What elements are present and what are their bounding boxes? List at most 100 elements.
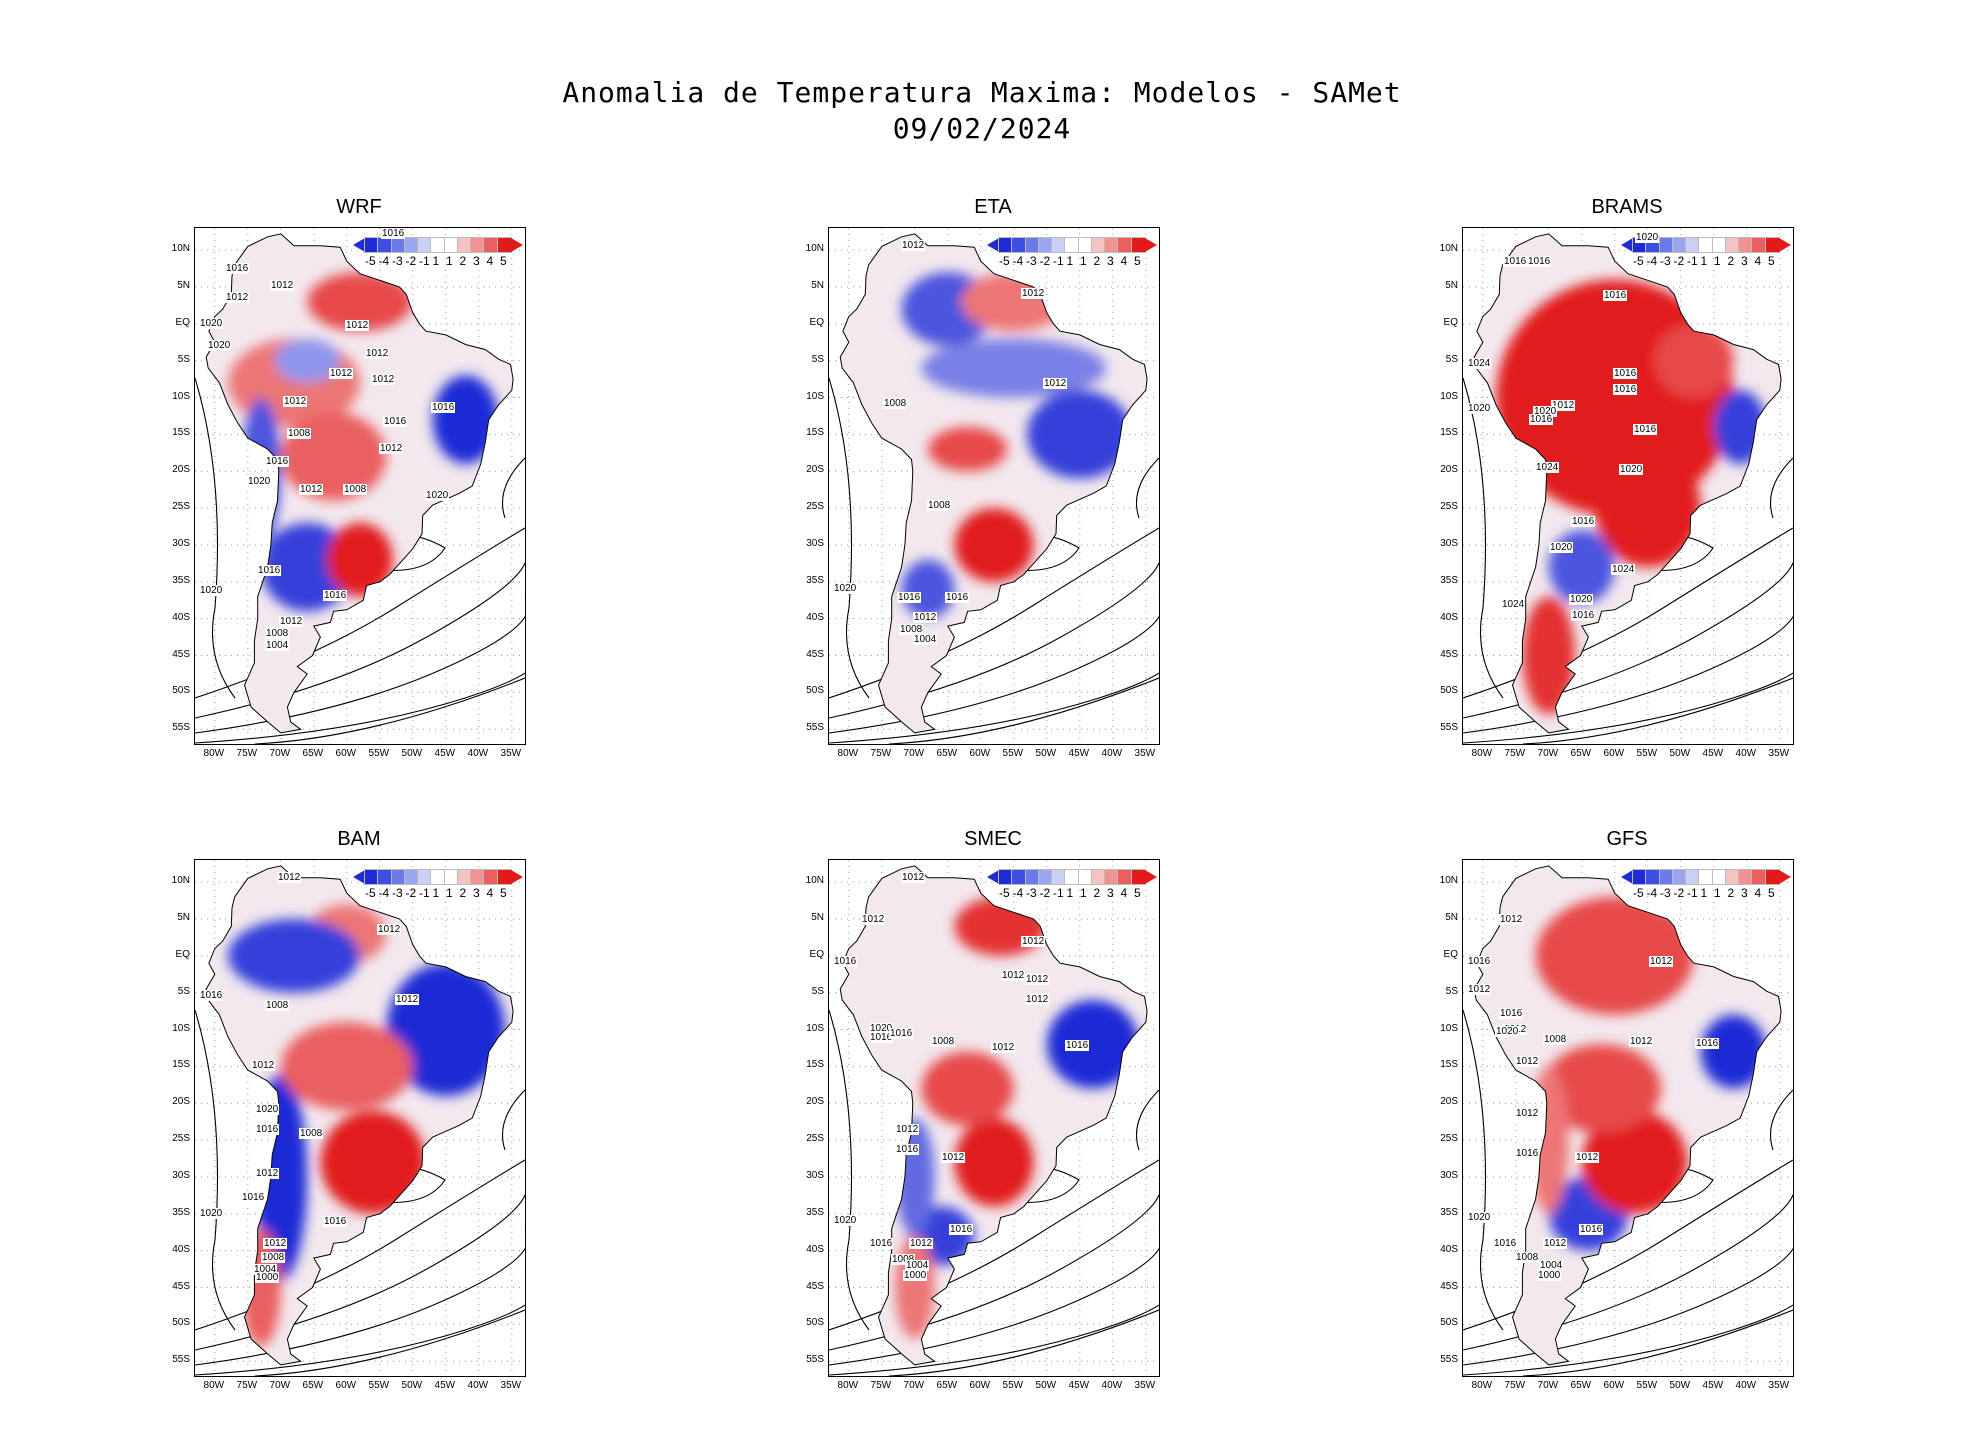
isobar-label: 1016 xyxy=(1529,414,1554,425)
isobar-label: 1024 xyxy=(1611,564,1636,575)
isobar-label: 1008 xyxy=(1515,1252,1540,1263)
longitude-tick-label: 60W xyxy=(1603,748,1625,759)
colorbar-legend: -5 -4 -3 -2 -1 1 1 2 3 4 5 xyxy=(353,869,523,904)
colorbar-swatch xyxy=(417,237,433,253)
isobar-label: 1004 xyxy=(265,640,290,651)
latitude-tick-label: 25S xyxy=(806,501,824,513)
isobar-line xyxy=(195,377,236,699)
latitude-tick-label: 45S xyxy=(172,1280,190,1292)
colorbar-tick-label: -3 xyxy=(1026,254,1037,268)
isobar-label: 1012 xyxy=(895,1124,920,1135)
isobar-label: 1008 xyxy=(931,1036,956,1047)
panel-title: WRF xyxy=(336,196,382,218)
colorbar-labels: -5 -4 -3 -2 -1 1 1 2 3 4 5 xyxy=(365,254,515,268)
latitude-tick-label: 5S xyxy=(177,353,190,365)
isobar-label: 1012 xyxy=(1649,956,1674,967)
latitude-tick-label: 5N xyxy=(1445,911,1458,923)
longitude-tick-label: 60W xyxy=(969,1380,991,1391)
colorbar-tick-label: 3 xyxy=(473,886,480,900)
latitude-tick-label: EQ xyxy=(1443,316,1458,328)
colorbar-swatch xyxy=(1064,237,1080,253)
colorbar-swatch xyxy=(1130,237,1146,253)
isobar-label: 1016 xyxy=(869,1032,894,1043)
colorbar-swatch xyxy=(1738,869,1754,885)
colorbar-swatch xyxy=(1077,237,1093,253)
latitude-tick-label: 40S xyxy=(1440,611,1458,623)
isobar-label: 1016 xyxy=(1065,1040,1090,1051)
isobar-label: 1016 xyxy=(381,228,406,239)
latitude-tick-label: 45S xyxy=(1440,648,1458,660)
isobar-label: 1016 xyxy=(383,416,408,427)
latitude-tick-label: 30S xyxy=(806,1169,824,1181)
colorbar-swatch xyxy=(1751,869,1767,885)
isobar-label: 1024 xyxy=(1501,599,1526,610)
longitude-tick-label: 40W xyxy=(467,748,489,759)
latitude-tick-label: 5S xyxy=(1445,985,1458,997)
colorbar-swatch xyxy=(997,869,1014,885)
longitude-tick-label: 45W xyxy=(434,748,456,759)
cold-anomaly-area xyxy=(901,559,955,619)
longitude-tick-label: 75W xyxy=(1504,748,1526,759)
latitude-tick-label: 30S xyxy=(1440,1169,1458,1181)
isobar-label: 1016 xyxy=(869,1238,894,1249)
isobar-label: 1016 xyxy=(889,1028,914,1039)
colorbar-swatch xyxy=(1631,869,1648,885)
longitude-tick-label: 80W xyxy=(837,1380,859,1391)
colorbar-tick-label: -2 xyxy=(405,254,417,268)
longitude-tick-label: 55W xyxy=(368,1380,390,1391)
colorbar-arrow-left xyxy=(353,238,365,252)
map-panel-bam: BAM -5 -4 -3 -2 -1 1 1 2 3 4 5 1012 1012 1016 1012 1008 1… xyxy=(156,828,526,1391)
colorbar-swatch xyxy=(1711,869,1727,885)
colorbar-tick-label: 1 xyxy=(1714,254,1721,268)
longitude-tick-label: 80W xyxy=(1471,748,1493,759)
isobar-label: 1000 xyxy=(903,1270,928,1281)
map-plot-area: -5 -4 -3 -2 -1 1 1 2 3 4 5 1020 1016 1016 1016 1024 1016… xyxy=(1462,227,1794,745)
colorbar-swatch xyxy=(1051,869,1067,885)
colorbar-arrow-right xyxy=(1144,870,1157,884)
colorbar-tick-label: -5 xyxy=(365,254,376,268)
isobar-line xyxy=(829,1009,870,1331)
panel-title: ETA xyxy=(974,196,1012,218)
cold-anomaly-area xyxy=(432,375,499,464)
colorbar-swatch xyxy=(430,869,446,885)
colorbar-tick-label: -1 xyxy=(1687,886,1698,900)
isobar-label: 1020 xyxy=(1635,232,1660,243)
isobar-label: 1012 xyxy=(1021,936,1046,947)
latitude-tick-label: 5S xyxy=(811,985,824,997)
isobar-label: 1012 xyxy=(283,396,308,407)
isobar-label: 1012 xyxy=(255,1168,280,1179)
colorbar-swatch xyxy=(456,869,473,885)
isobar-label: 1012 xyxy=(377,924,402,935)
isobar-label: 1008 xyxy=(343,484,368,495)
isobar-line xyxy=(195,638,525,744)
colorbar-tick-label: 2 xyxy=(1727,886,1735,900)
latitude-tick-label: 50S xyxy=(1440,685,1458,697)
latitude-tick-label: EQ xyxy=(175,948,190,960)
warm-anomaly-area xyxy=(1529,1066,1569,1214)
cold-anomaly-area xyxy=(1046,1000,1140,1089)
colorbar-swatch xyxy=(1090,869,1107,885)
colorbar-tick-label: 4 xyxy=(1120,886,1128,900)
latitude-tick-label: 20S xyxy=(172,464,190,476)
isobar-label: 1012 xyxy=(1629,1036,1654,1047)
isobar-label: 1020 xyxy=(247,476,272,487)
longitude-tick-label: 50W xyxy=(401,748,423,759)
colorbar-swatch xyxy=(470,237,486,253)
latitude-tick-label: 40S xyxy=(806,1243,824,1255)
isobar-label: 1012 xyxy=(395,994,420,1005)
longitude-tick-label: 75W xyxy=(1504,1380,1526,1391)
isobar-label: 1012 xyxy=(1021,288,1046,299)
colorbar-swatch xyxy=(363,869,380,885)
isobar-label: 1012 xyxy=(345,320,370,331)
latitude-tick-label: 10N xyxy=(171,243,190,255)
colorbar-arrow-left xyxy=(987,870,999,884)
colorbar-tick-label: 3 xyxy=(1741,254,1748,268)
isobar-label: 1004 xyxy=(253,1264,278,1275)
longitude-tick-label: 75W xyxy=(870,748,892,759)
latitude-tick-label: 10N xyxy=(805,875,824,887)
longitude-tick-label: 65W xyxy=(302,748,324,759)
latitude-tick-label: 35S xyxy=(1440,574,1458,586)
isobar-label: 1012 xyxy=(365,348,390,359)
latitude-tick-label: 5N xyxy=(177,279,190,291)
colorbar-arrow-right xyxy=(1778,870,1791,884)
